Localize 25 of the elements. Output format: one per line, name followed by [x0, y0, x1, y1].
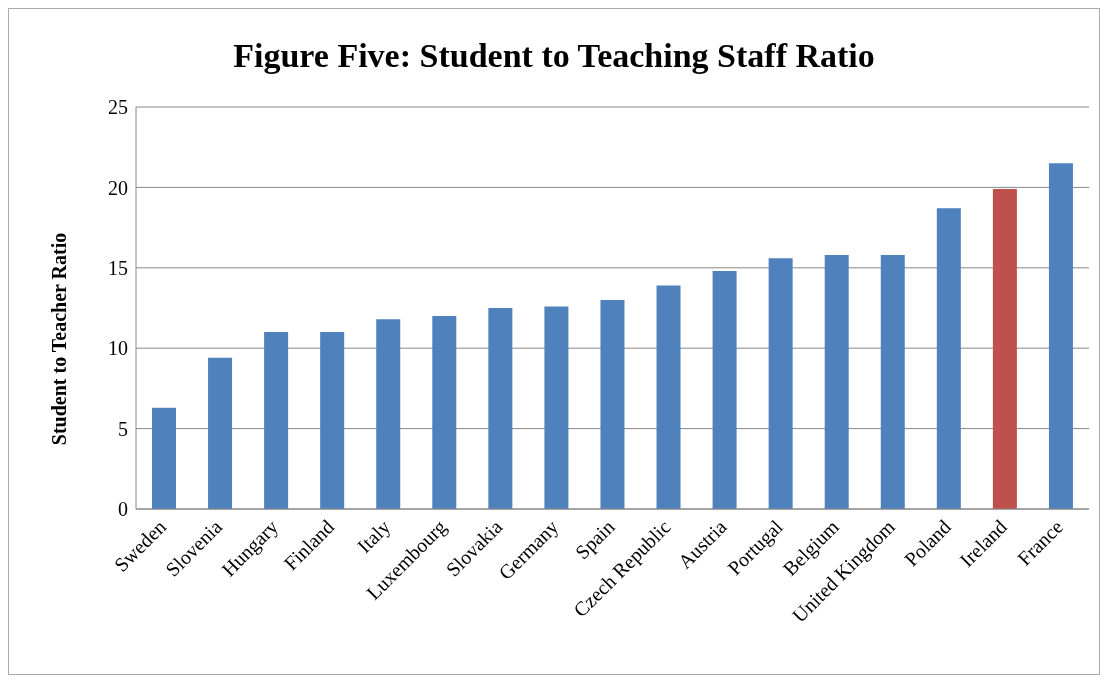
- bar: [992, 189, 1017, 509]
- y-tick-label: 20: [108, 176, 128, 199]
- bar: [880, 254, 905, 509]
- y-axis-title: Student to Teacher Ratio: [47, 232, 71, 446]
- bar: [712, 271, 737, 509]
- bar: [656, 285, 681, 509]
- bar: [152, 407, 176, 509]
- y-tick-label: 10: [108, 337, 128, 360]
- bar: [768, 258, 793, 509]
- bar: [376, 319, 401, 509]
- y-tick-label: 0: [118, 498, 128, 521]
- bar: [208, 357, 233, 509]
- bar: [544, 306, 569, 509]
- bar: [600, 299, 625, 509]
- bar: [432, 316, 457, 509]
- chart-title: Figure Five: Student to Teaching Staff Ratio: [232, 37, 876, 75]
- bar: [824, 254, 849, 509]
- bar: [320, 332, 345, 509]
- y-tick-label: 25: [108, 96, 128, 119]
- y-tick-label: 5: [118, 417, 128, 440]
- bar: [488, 308, 513, 509]
- y-tick-label: 15: [108, 256, 128, 279]
- bar: [1048, 163, 1073, 509]
- bar: [936, 208, 961, 509]
- bar: [264, 332, 289, 509]
